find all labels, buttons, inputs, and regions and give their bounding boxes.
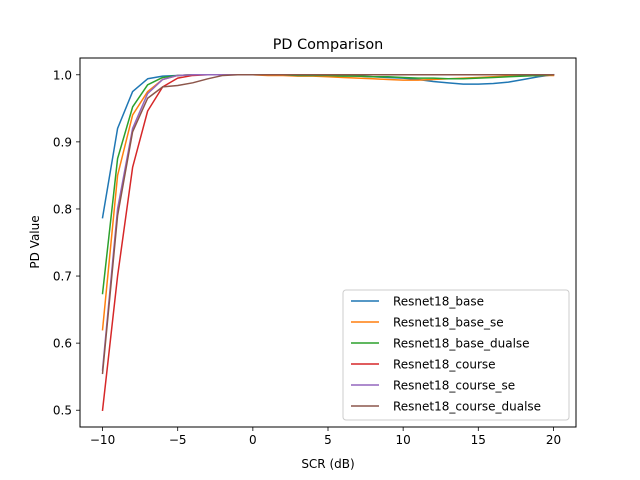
y-tick-label: 0.5 xyxy=(53,404,72,418)
x-axis-label: SCR (dB) xyxy=(301,457,354,471)
y-tick-label: 0.9 xyxy=(53,135,72,149)
y-axis-ticks: 0.5 0.6 0.7 0.8 0.9 1.0 xyxy=(53,68,80,418)
y-tick-label: 0.7 xyxy=(53,270,72,284)
x-tick-label: 0 xyxy=(249,433,257,447)
y-tick-label: 1.0 xyxy=(53,68,72,82)
legend: Resnet18_base Resnet18_base_se Resnet18_ba… xyxy=(342,289,570,421)
legend-label-3: Resnet18_course xyxy=(393,358,496,372)
x-tick-label: −10 xyxy=(90,433,115,447)
x-tick-label: 15 xyxy=(471,433,486,447)
x-tick-label: 20 xyxy=(546,433,561,447)
series-layer xyxy=(101,73,555,412)
legend-label-1: Resnet18_base_se xyxy=(393,316,504,330)
y-axis-label: PD Value xyxy=(28,215,42,268)
legend-frame xyxy=(342,289,570,421)
y-tick-label: 0.6 xyxy=(53,337,72,351)
series-line-5 xyxy=(101,74,555,375)
x-tick-label: −5 xyxy=(169,433,187,447)
legend-label-2: Resnet18_base_dualse xyxy=(393,337,530,351)
x-tick-label: 5 xyxy=(324,433,332,447)
legend-label-4: Resnet18_course_se xyxy=(393,379,515,393)
legend-label-0: Resnet18_base xyxy=(393,295,484,309)
x-tick-label: 10 xyxy=(396,433,411,447)
chart-title: PD Comparison xyxy=(273,37,384,53)
y-tick-label: 0.8 xyxy=(53,202,72,216)
legend-label-5: Resnet18_course_dualse xyxy=(393,400,541,414)
axes-frame xyxy=(79,57,577,428)
legend-items: Resnet18_base Resnet18_base_se Resnet18_ba… xyxy=(351,295,541,414)
x-axis-ticks: −10 −5 0 5 10 15 20 xyxy=(90,427,561,447)
